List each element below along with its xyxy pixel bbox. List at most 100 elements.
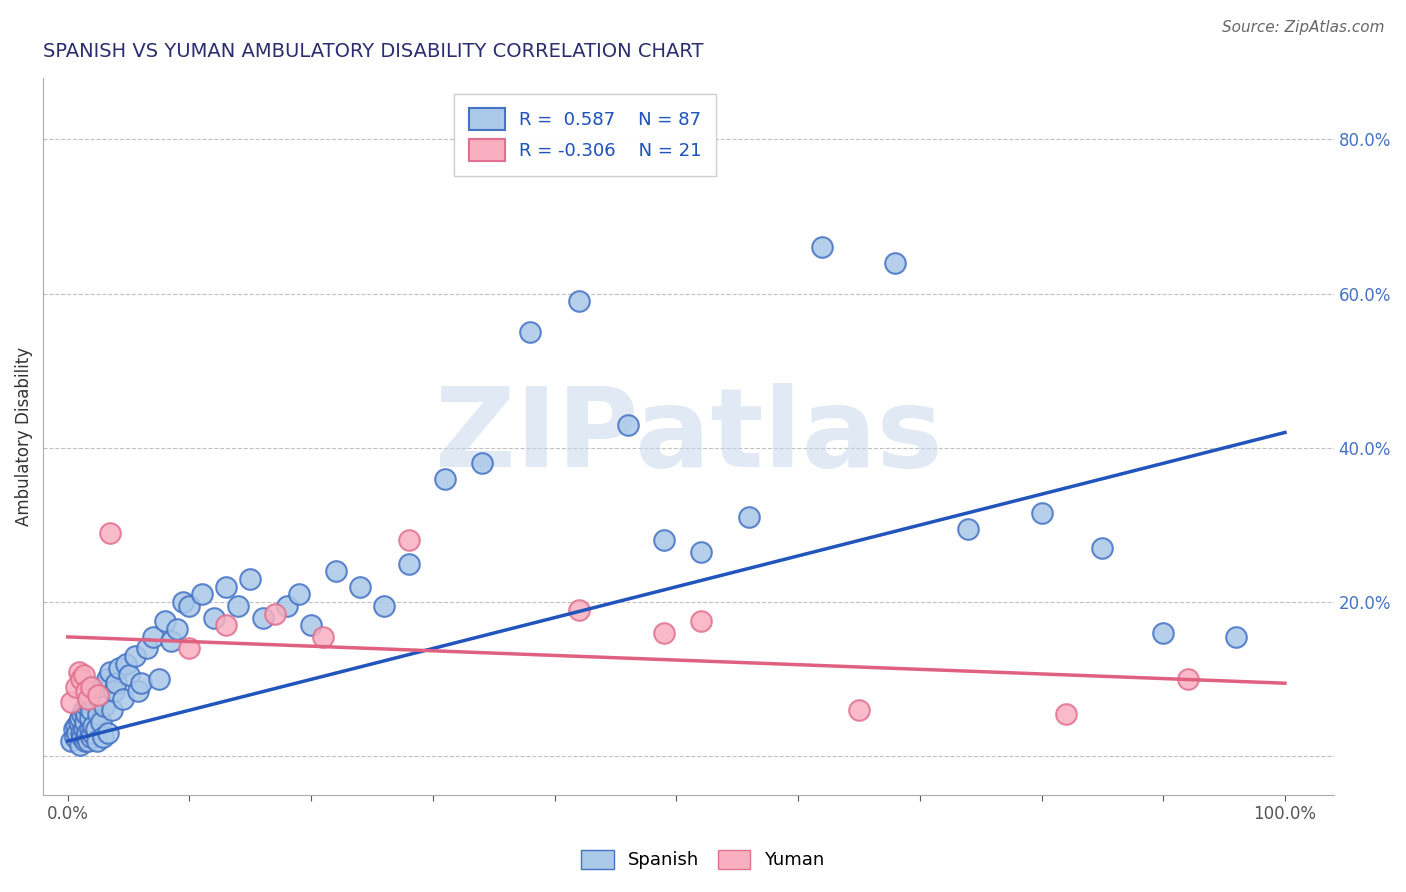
Point [179, 641, 201, 656]
Point [66, 726, 89, 740]
Point [69, 738, 91, 752]
Point [72, 668, 94, 682]
Text: SPANISH VS YUMAN AMBULATORY DISABILITY CORRELATION CHART: SPANISH VS YUMAN AMBULATORY DISABILITY C… [44, 42, 704, 61]
Point [299, 618, 322, 632]
Point [72, 730, 94, 744]
Point [738, 510, 761, 524]
Point [96, 673, 118, 687]
Point [373, 599, 395, 613]
Point [215, 618, 238, 632]
Point [77, 691, 100, 706]
Point [103, 684, 125, 698]
Point [75, 730, 97, 744]
Point [1177, 673, 1199, 687]
Point [72, 723, 94, 737]
Point [63, 730, 86, 744]
Point [1054, 707, 1077, 722]
Point [65, 718, 87, 732]
Point [252, 610, 274, 624]
Point [82, 718, 104, 732]
Point [172, 595, 194, 609]
Point [75, 684, 97, 698]
Point [77, 696, 100, 710]
Point [124, 649, 146, 664]
Point [276, 599, 298, 613]
Point [142, 630, 165, 644]
Point [434, 472, 457, 486]
Text: ZIPatlas: ZIPatlas [434, 383, 942, 490]
Point [1225, 630, 1247, 644]
Point [84, 723, 107, 737]
Y-axis label: Ambulatory Disability: Ambulatory Disability [15, 347, 32, 526]
Point [135, 641, 157, 656]
Point [127, 684, 149, 698]
Point [80, 703, 103, 717]
Point [568, 294, 591, 309]
Point [1091, 541, 1114, 556]
Point [76, 699, 98, 714]
Point [288, 587, 311, 601]
Point [98, 525, 121, 540]
Point [148, 673, 170, 687]
Point [108, 661, 131, 675]
Point [90, 680, 112, 694]
Point [82, 688, 104, 702]
Point [72, 707, 94, 722]
Point [160, 633, 183, 648]
Point [75, 707, 97, 722]
Point [93, 699, 115, 714]
Point [77, 734, 100, 748]
Point [111, 691, 134, 706]
Legend: R =  0.587    N = 87, R = -0.306    N = 21: R = 0.587 N = 87, R = -0.306 N = 21 [454, 94, 716, 176]
Point [471, 456, 494, 470]
Point [349, 580, 371, 594]
Point [79, 711, 101, 725]
Point [72, 703, 94, 717]
Point [98, 665, 121, 679]
Point [519, 325, 541, 339]
Point [215, 580, 238, 594]
Point [312, 630, 335, 644]
Point [652, 626, 675, 640]
Point [90, 714, 112, 729]
Point [67, 714, 90, 729]
Point [83, 696, 105, 710]
Point [1031, 507, 1053, 521]
Point [202, 610, 225, 624]
Point [76, 726, 98, 740]
Point [263, 607, 285, 621]
Point [811, 240, 834, 254]
Point [166, 622, 188, 636]
Point [226, 599, 249, 613]
Point [65, 680, 87, 694]
Point [89, 691, 111, 706]
Point [1152, 626, 1174, 640]
Point [129, 676, 152, 690]
Point [87, 707, 110, 722]
Point [239, 572, 262, 586]
Point [398, 533, 420, 548]
Point [616, 417, 638, 432]
Point [848, 703, 870, 717]
Point [689, 545, 711, 559]
Point [100, 703, 122, 717]
Point [91, 730, 114, 744]
Point [70, 726, 93, 740]
Point [115, 657, 138, 671]
Point [179, 599, 201, 613]
Point [86, 734, 108, 748]
Point [73, 714, 96, 729]
Point [80, 680, 103, 694]
Point [70, 673, 93, 687]
Text: Source: ZipAtlas.com: Source: ZipAtlas.com [1222, 20, 1385, 35]
Point [325, 565, 347, 579]
Point [568, 603, 591, 617]
Point [97, 726, 120, 740]
Point [79, 723, 101, 737]
Legend: Spanish, Yuman: Spanish, Yuman [572, 840, 834, 879]
Point [73, 734, 96, 748]
Point [153, 615, 176, 629]
Point [689, 615, 711, 629]
Point [84, 684, 107, 698]
Point [63, 723, 86, 737]
